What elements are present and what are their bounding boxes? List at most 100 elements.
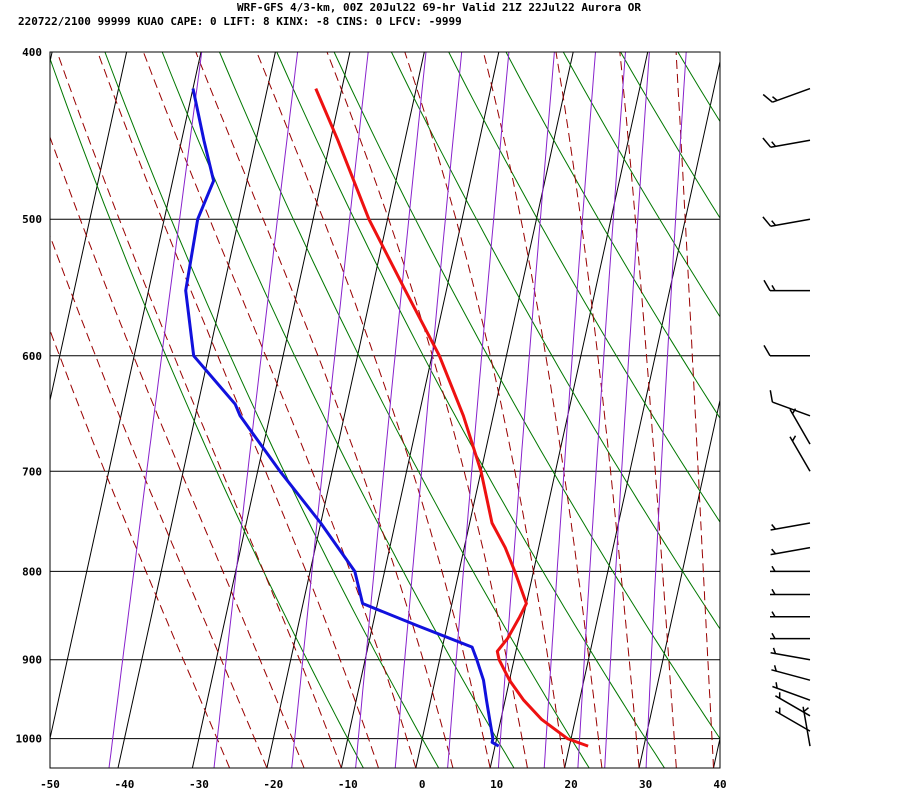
wind-barb-staff	[772, 87, 811, 103]
wind-barb-staff	[772, 685, 811, 701]
wind-barb	[769, 390, 811, 417]
wind-barb-feather	[791, 408, 797, 415]
wind-barb-staff	[775, 710, 811, 732]
wind-barb	[762, 137, 811, 148]
isotherm-lines	[50, 52, 720, 768]
mixing-ratio-lines	[108, 52, 687, 768]
dry-adiabat-line	[50, 57, 364, 768]
wind-barb-staff	[770, 546, 811, 556]
isotherm-line	[50, 52, 202, 741]
wind-barb-staff	[770, 522, 811, 531]
moist-adiabat-line	[97, 52, 379, 768]
temperature-profile-line	[314, 88, 589, 748]
wind-barb-feather	[771, 565, 776, 572]
plot-frame	[49, 51, 721, 769]
pressure-tick-label: 700	[22, 465, 42, 478]
temperature-tick-label: -30	[189, 778, 209, 791]
wind-barbs	[762, 87, 811, 747]
pressure-tick-label: 1000	[16, 733, 43, 746]
wind-barb-staff	[770, 218, 811, 227]
temperature-tick-labels: -50 -40 -30 -20 -10 0 10 20 30 40	[40, 778, 727, 791]
temperature-tick-label: 30	[639, 778, 652, 791]
mixing-ratio-line	[108, 52, 203, 768]
wind-barb-feather	[771, 632, 776, 639]
isotherm-line	[266, 52, 425, 768]
dry-adiabat-line	[333, 52, 720, 740]
wind-barb	[771, 665, 811, 681]
pressure-tick-label: 600	[22, 350, 42, 363]
mixing-ratio-line	[291, 52, 369, 768]
wind-barb-feather	[791, 435, 797, 442]
wind-barb-feather	[763, 345, 771, 357]
wind-barb-feather	[762, 93, 773, 103]
moist-adiabat-line	[619, 52, 677, 768]
mixing-ratio-line	[577, 52, 626, 768]
temperature-tick-label: 40	[713, 778, 726, 791]
mixing-ratio-line	[447, 52, 510, 768]
wind-barb	[789, 435, 811, 472]
wind-barb	[775, 692, 811, 717]
chart-header-line2: 220722/2100 99999 KUAO CAPE: 0 LIFT: 8 K…	[18, 15, 462, 28]
isotherm-line	[50, 52, 128, 403]
moist-adiabat-line	[256, 52, 491, 768]
moist-adiabat-lines	[50, 52, 714, 768]
wind-barb-feather	[775, 682, 778, 689]
mixing-ratio-line	[497, 52, 555, 768]
temperature-tick-label: -10	[338, 778, 358, 791]
wind-barb-staff	[789, 409, 811, 445]
isotherm-line	[191, 52, 351, 768]
wind-barb-feather	[762, 216, 772, 227]
pressure-tick-label: 900	[22, 654, 42, 667]
dry-adiabat-line	[161, 52, 515, 768]
temperature-tick-label: 20	[564, 778, 577, 791]
wind-barb	[772, 682, 811, 701]
pressure-tick-label: 500	[22, 213, 42, 226]
wind-barb	[770, 546, 811, 556]
moist-adiabat-line	[56, 52, 342, 768]
dewpoint-profile-line	[184, 88, 500, 748]
dry-adiabat-line	[793, 52, 900, 768]
mixing-ratio-line	[394, 52, 463, 768]
temperature-tick-label: -50	[40, 778, 60, 791]
wind-barb	[763, 345, 810, 357]
wind-barb	[763, 279, 810, 292]
wind-barb	[762, 216, 811, 227]
moist-adiabat-line	[50, 234, 268, 768]
wind-barb-staff	[775, 695, 811, 717]
moist-adiabat-line	[50, 328, 231, 768]
temperature-tick-label: 10	[490, 778, 503, 791]
wind-barb	[770, 588, 810, 596]
moist-adiabat-line	[404, 52, 566, 768]
wind-barb	[770, 611, 810, 618]
dry-adiabat-line	[448, 52, 720, 523]
mixing-ratio-line	[355, 52, 427, 768]
temperature-tick-label: -20	[263, 778, 283, 791]
wind-barb-feather	[763, 279, 771, 291]
moist-adiabat-line	[675, 52, 714, 768]
wind-barb-feather	[772, 96, 778, 102]
isotherm-line	[489, 52, 649, 768]
isotherm-line	[564, 59, 720, 768]
temperature-tick-label: -40	[114, 778, 134, 791]
mixing-ratio-line	[213, 52, 299, 768]
wind-barb-feather	[762, 137, 772, 148]
wind-barb	[770, 522, 811, 531]
chart-header-line1: WRF-GFS 4/3-km, 00Z 20Jul22 69-hr Valid …	[237, 1, 641, 14]
pressure-tick-label: 800	[22, 565, 42, 578]
dry-adiabat-lines	[50, 52, 900, 768]
moist-adiabat-line	[50, 135, 305, 768]
pressure-tick-labels: 400 500 600 700 800 900 1000	[16, 46, 43, 746]
wind-barb-feather	[769, 390, 774, 403]
isotherm-line	[340, 52, 500, 768]
wind-barb-feather	[772, 647, 777, 654]
wind-barb-feather	[771, 524, 777, 530]
wind-barb-feather	[771, 220, 777, 226]
wind-barb-feather	[773, 665, 777, 672]
isotherm-line	[638, 397, 720, 768]
wind-barb-feather	[803, 707, 809, 713]
temperature-tick-label: 0	[419, 778, 426, 791]
wind-barb-feather	[771, 588, 776, 595]
dry-adiabat-line	[505, 52, 720, 420]
isotherm-line	[415, 52, 574, 768]
